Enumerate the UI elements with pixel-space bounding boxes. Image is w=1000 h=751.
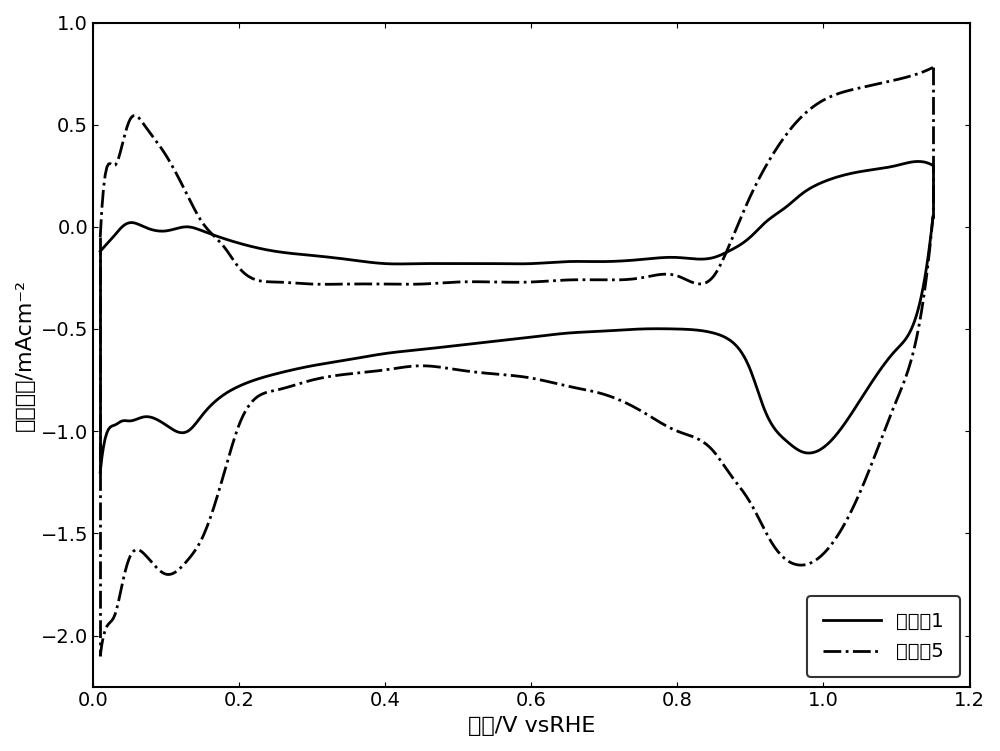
实施例5 (321, 280, 333, 289)
Line: 对比例1: 对比例1 (100, 161, 933, 264)
对比例1 (94, 247, 106, 256)
对比例1 (909, 157, 921, 166)
对比例1 (496, 259, 508, 268)
Legend: 对比例1, 实施例5: 对比例1, 实施例5 (807, 596, 960, 677)
实施例5 (496, 278, 508, 287)
实施例5 (592, 276, 604, 285)
实施例5 (94, 233, 106, 242)
对比例1 (592, 257, 604, 266)
Y-axis label: 电流密度/mAcm⁻²: 电流密度/mAcm⁻² (15, 279, 35, 430)
对比例1 (491, 259, 503, 268)
对比例1 (546, 258, 558, 267)
对比例1 (912, 157, 924, 166)
Line: 实施例5: 实施例5 (100, 68, 933, 285)
实施例5 (546, 276, 558, 285)
对比例1 (393, 259, 405, 268)
实施例5 (927, 63, 939, 72)
实施例5 (491, 278, 503, 287)
对比例1 (778, 204, 790, 213)
实施例5 (778, 132, 790, 141)
X-axis label: 电压/V vsRHE: 电压/V vsRHE (468, 716, 595, 736)
对比例1 (927, 161, 939, 170)
实施例5 (909, 71, 921, 80)
